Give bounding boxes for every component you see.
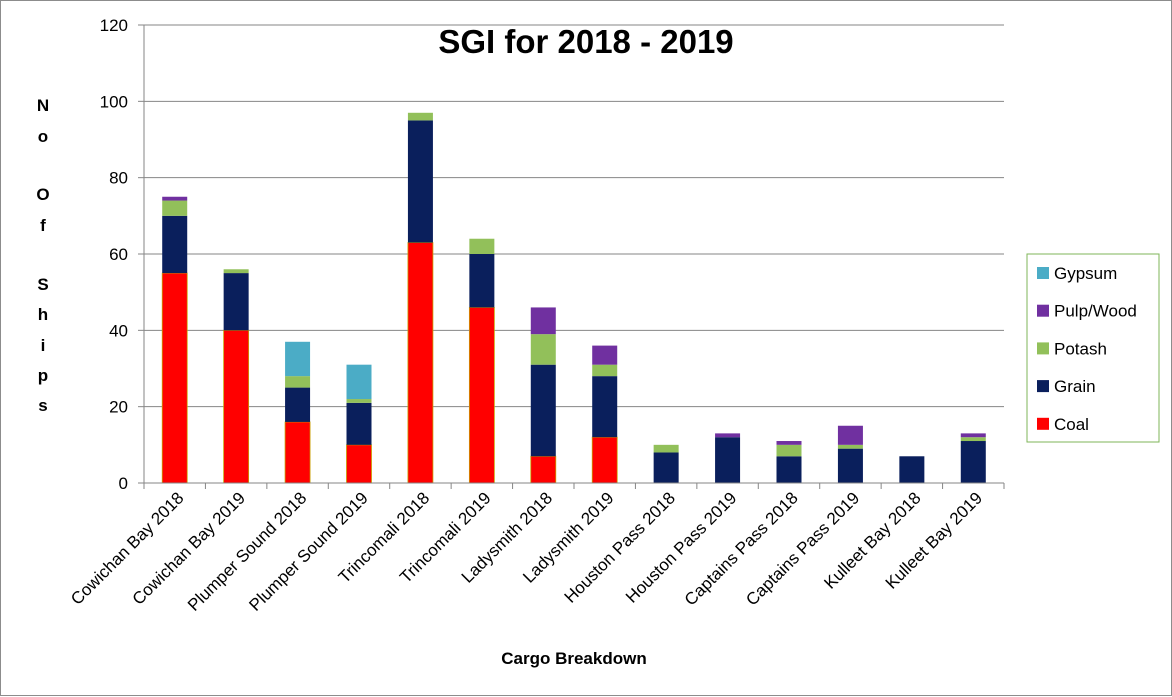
bar-coal-3 bbox=[346, 444, 372, 484]
bar-gypsum-2 bbox=[285, 341, 311, 377]
bar-grain-13 bbox=[960, 441, 986, 483]
bar-pulp-wood-6 bbox=[530, 307, 556, 335]
bar-potash-1 bbox=[223, 269, 249, 274]
legend-swatch-pulp-wood bbox=[1037, 304, 1049, 317]
bar-potash-2 bbox=[285, 376, 311, 388]
bar-grain-5 bbox=[469, 254, 495, 308]
legend-swatch-grain bbox=[1037, 380, 1049, 393]
bar-potash-11 bbox=[837, 444, 863, 449]
bar-pulp-wood-9 bbox=[715, 433, 741, 438]
x-tick-label: Cowichan Bay 2018 bbox=[67, 488, 187, 608]
bar-grain-11 bbox=[837, 448, 863, 483]
bar-pulp-wood-13 bbox=[960, 433, 986, 438]
bar-potash-4 bbox=[407, 112, 433, 121]
bar-pulp-wood-7 bbox=[592, 345, 618, 365]
legend-swatch-gypsum bbox=[1037, 267, 1049, 279]
bar-coal-6 bbox=[530, 455, 557, 484]
bar-pulp-wood-11 bbox=[837, 425, 863, 445]
y-axis-title-letter: O bbox=[36, 185, 49, 204]
bar-grain-9 bbox=[715, 437, 741, 483]
y-tick-label: 40 bbox=[109, 321, 128, 340]
bars bbox=[161, 112, 986, 484]
x-tick-label: Captains Pass 2018 bbox=[681, 488, 802, 609]
y-axis-title-letter: s bbox=[38, 396, 47, 415]
bar-potash-7 bbox=[592, 364, 618, 377]
bar-grain-8 bbox=[653, 452, 679, 483]
legend-label-potash: Potash bbox=[1054, 339, 1107, 358]
bar-coal-5 bbox=[468, 307, 495, 484]
legend-label-coal: Coal bbox=[1054, 415, 1089, 434]
y-axis-title-letter: p bbox=[38, 366, 48, 385]
bar-grain-3 bbox=[346, 402, 372, 445]
y-tick-label: 80 bbox=[109, 169, 128, 188]
y-tick-label: 0 bbox=[119, 474, 128, 493]
axes bbox=[143, 25, 1004, 484]
x-tick-label: Cowichan Bay 2019 bbox=[129, 488, 249, 608]
bar-potash-13 bbox=[960, 437, 986, 442]
y-axis-title-letter: N bbox=[37, 96, 49, 115]
bar-grain-7 bbox=[592, 376, 618, 438]
legend-swatch-coal bbox=[1037, 417, 1049, 430]
grid-lines bbox=[138, 24, 1005, 489]
bar-potash-8 bbox=[653, 444, 679, 453]
bar-grain-12 bbox=[899, 456, 925, 483]
y-tick-label: 60 bbox=[109, 245, 128, 264]
bar-coal-7 bbox=[591, 436, 618, 484]
y-tick-labels: 0 20 40 60 80 100 120 bbox=[100, 16, 128, 493]
y-axis-title-letter: f bbox=[40, 216, 46, 235]
x-tick-label: Plumper Sound 2019 bbox=[245, 488, 371, 614]
bar-grain-1 bbox=[223, 273, 249, 331]
bar-gypsum-3 bbox=[346, 364, 372, 400]
bar-coal-1 bbox=[223, 329, 250, 484]
legend-label-grain: Grain bbox=[1054, 377, 1096, 396]
legend-swatch-potash bbox=[1037, 342, 1049, 355]
y-axis-title-letter: i bbox=[41, 336, 46, 355]
bar-grain-0 bbox=[162, 215, 188, 274]
x-tick-label: Captains Pass 2019 bbox=[742, 488, 863, 609]
legend: Gypsum Pulp/Wood Potash Grain Coal bbox=[1026, 253, 1160, 443]
bar-potash-5 bbox=[469, 238, 495, 254]
y-tick-label: 120 bbox=[100, 16, 128, 35]
y-axis-title-letter: S bbox=[37, 275, 48, 294]
y-axis-title-letter: o bbox=[38, 127, 48, 146]
x-tick-label: Houston Pass 2018 bbox=[561, 488, 679, 606]
chart-title: SGI for 2018 - 2019 bbox=[438, 23, 733, 60]
bar-grain-6 bbox=[530, 364, 556, 457]
bar-pulp-wood-10 bbox=[776, 441, 802, 445]
bar-potash-3 bbox=[346, 399, 372, 403]
x-tick-label: Plumper Sound 2018 bbox=[184, 488, 310, 614]
legend-items: Gypsum Pulp/Wood Potash Grain Coal bbox=[1037, 264, 1137, 434]
bar-pulp-wood-0 bbox=[162, 196, 188, 201]
legend-label-gypsum: Gypsum bbox=[1054, 264, 1117, 283]
bar-coal-4 bbox=[407, 242, 434, 484]
x-axis-title: Cargo Breakdown bbox=[501, 649, 646, 668]
bar-potash-0 bbox=[162, 200, 188, 216]
y-tick-label: 20 bbox=[109, 398, 128, 417]
bar-potash-6 bbox=[530, 334, 556, 365]
y-axis-title-letter: h bbox=[38, 305, 48, 324]
bar-grain-10 bbox=[776, 456, 802, 483]
y-tick-label: 100 bbox=[100, 92, 128, 111]
bar-grain-4 bbox=[407, 120, 433, 243]
bar-coal-0 bbox=[161, 272, 188, 484]
x-tick-label: Houston Pass 2019 bbox=[622, 488, 740, 606]
bar-potash-10 bbox=[776, 444, 802, 457]
legend-label-pulp-wood: Pulp/Wood bbox=[1054, 302, 1137, 321]
bar-grain-2 bbox=[285, 387, 311, 422]
bar-coal-2 bbox=[284, 421, 311, 484]
